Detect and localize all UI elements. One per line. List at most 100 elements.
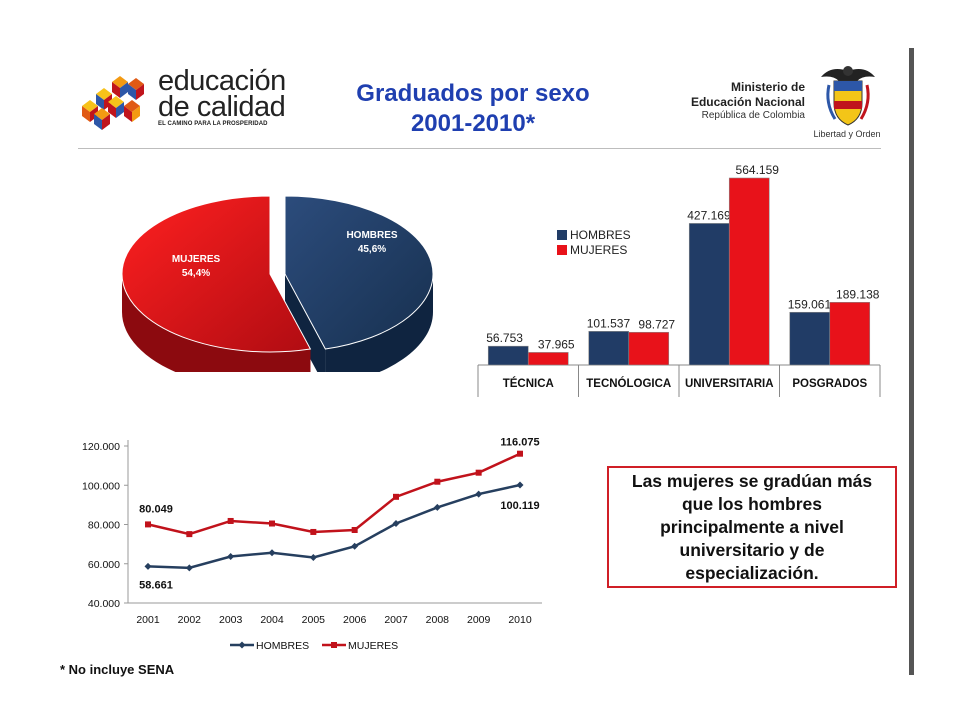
- line-point-mujeres: [145, 521, 151, 528]
- line-x-tick-label: 2005: [302, 614, 326, 626]
- legend-label-mujeres: MUJERES: [570, 243, 627, 257]
- coat-of-arms-motto: Libertad y Orden: [813, 129, 881, 139]
- logo-cube: [94, 108, 110, 130]
- bar-value-label: 189.138: [836, 287, 880, 301]
- ministry-country: República de Colombia: [701, 110, 805, 121]
- line-point-mujeres: [351, 526, 358, 533]
- line-annotation: 80.049: [139, 503, 173, 515]
- header-divider: [78, 148, 881, 149]
- ministry-name-line1: Ministerio de: [730, 80, 805, 94]
- logo-tagline: EL CAMINO PARA LA PROSPERIDAD: [158, 121, 268, 127]
- bar-category-label: POSGRADOS: [792, 378, 867, 390]
- bar-value-label: 101.537: [587, 316, 631, 330]
- line-point-hombres: [227, 552, 235, 560]
- line-annotation: 58.661: [139, 579, 173, 591]
- pie-slice-mujeres: [121, 195, 312, 353]
- pie-pct-mujeres: 54,4%: [182, 268, 210, 279]
- line-x-tick-label: 2006: [343, 614, 367, 626]
- line-point-hombres: [392, 520, 400, 528]
- line-x-tick-label: 2002: [178, 614, 202, 626]
- line-x-tick-label: 2009: [467, 614, 491, 626]
- bar-value-label: 159.061: [788, 297, 832, 311]
- line-legend-label-hombres: HOMBRES: [256, 640, 309, 652]
- pie-pct-hombres: 45,6%: [358, 244, 386, 255]
- bar-hombres: [588, 331, 630, 366]
- line-point-hombres: [309, 553, 317, 561]
- pie-slice-hombres: [284, 195, 434, 350]
- line-point-hombres: [475, 490, 483, 498]
- line-series-mujeres: [147, 452, 521, 536]
- line-y-tick-label: 120.000: [82, 441, 120, 453]
- line-point-mujeres: [186, 531, 193, 538]
- bar-value-label: 564.159: [736, 163, 780, 177]
- line-y-tick-label: 100.000: [82, 480, 120, 492]
- line-x-tick-label: 2010: [508, 614, 532, 626]
- pie-label-hombres: HOMBRES: [346, 230, 397, 241]
- line-annotation: 100.119: [500, 500, 539, 512]
- line-legend-label-mujeres: MUJERES: [348, 640, 398, 652]
- bar-hombres: [688, 223, 730, 366]
- logo-cube: [124, 100, 140, 122]
- line-point-hombres: [185, 564, 193, 572]
- logo-cube: [82, 100, 98, 122]
- line-point-mujeres: [393, 493, 399, 500]
- bar-category-label: TÉCNICA: [503, 377, 554, 390]
- legend-swatch-mujeres: [557, 245, 567, 255]
- line-x-tick-label: 2004: [260, 614, 284, 626]
- line-point-mujeres: [310, 528, 317, 535]
- bar-mujeres: [527, 352, 569, 366]
- legend-swatch-hombres: [557, 230, 567, 240]
- line-point-mujeres: [475, 469, 482, 476]
- bar-category-label: TECNÓLOGICA: [586, 377, 671, 390]
- bar-value-label: 98.727: [638, 317, 675, 331]
- line-annotation: 116.075: [500, 437, 539, 449]
- callout-box: Las mujeres se gradúan más que los hombr…: [607, 466, 897, 588]
- line-point-hombres: [433, 503, 441, 511]
- line-point-mujeres: [269, 520, 275, 527]
- line-legend-marker: [238, 641, 246, 649]
- legend-label-hombres: HOMBRES: [570, 228, 631, 242]
- logo-wordmark-line2: de calidad: [158, 91, 286, 123]
- page-title: Graduados por sexo: [356, 80, 590, 107]
- line-point-hombres: [516, 481, 524, 489]
- logo-cubes-icon: [82, 76, 144, 130]
- logo-cube: [108, 96, 124, 118]
- bar-value-label: 56.753: [486, 331, 523, 345]
- line-point-hombres: [268, 549, 276, 557]
- line-chart: 40.000 60.000 80.000 100.000 120.000 2001 2002…: [82, 437, 542, 652]
- line-point-mujeres: [517, 450, 523, 457]
- bar-category-label: UNIVERSITARIA: [685, 378, 774, 390]
- right-edge-bar: [909, 48, 914, 675]
- bar-value-label: 37.965: [538, 337, 575, 351]
- bar-mujeres: [628, 331, 670, 366]
- page-subtitle: 2001-2010*: [410, 110, 536, 137]
- bar-value-label: 427.169: [687, 208, 731, 222]
- logo-wordmark-line1: educación: [158, 65, 286, 97]
- bar-mujeres: [728, 177, 770, 366]
- ministry-name-line2: Educación Nacional: [690, 95, 805, 109]
- line-series-hombres: [147, 483, 521, 570]
- line-y-tick-label: 80.000: [88, 520, 120, 532]
- pie-label-mujeres: MUJERES: [172, 254, 221, 265]
- line-x-tick-label: 2008: [426, 614, 450, 626]
- bar-mujeres: [829, 302, 871, 366]
- line-point-mujeres: [434, 478, 441, 485]
- pie-slice-side: [122, 274, 311, 372]
- bar-hombres: [789, 311, 831, 366]
- bar-hombres: [487, 345, 529, 366]
- line-x-tick-label: 2003: [219, 614, 243, 626]
- line-legend-marker: [331, 642, 337, 648]
- line-point-mujeres: [227, 517, 234, 524]
- pie-slice-side: [325, 274, 433, 372]
- logo-cube: [112, 76, 128, 98]
- line-y-tick-label: 40.000: [88, 598, 120, 610]
- line-x-tick-label: 2007: [384, 614, 408, 626]
- line-point-hombres: [351, 542, 359, 550]
- line-x-tick-label: 2001: [136, 614, 160, 626]
- pie-slice-wall: [285, 274, 326, 372]
- line-y-tick-label: 60.000: [88, 559, 120, 571]
- footnote: * No incluye SENA: [60, 662, 175, 677]
- line-point-hombres: [144, 562, 152, 570]
- coat-of-arms-icon: [821, 66, 875, 126]
